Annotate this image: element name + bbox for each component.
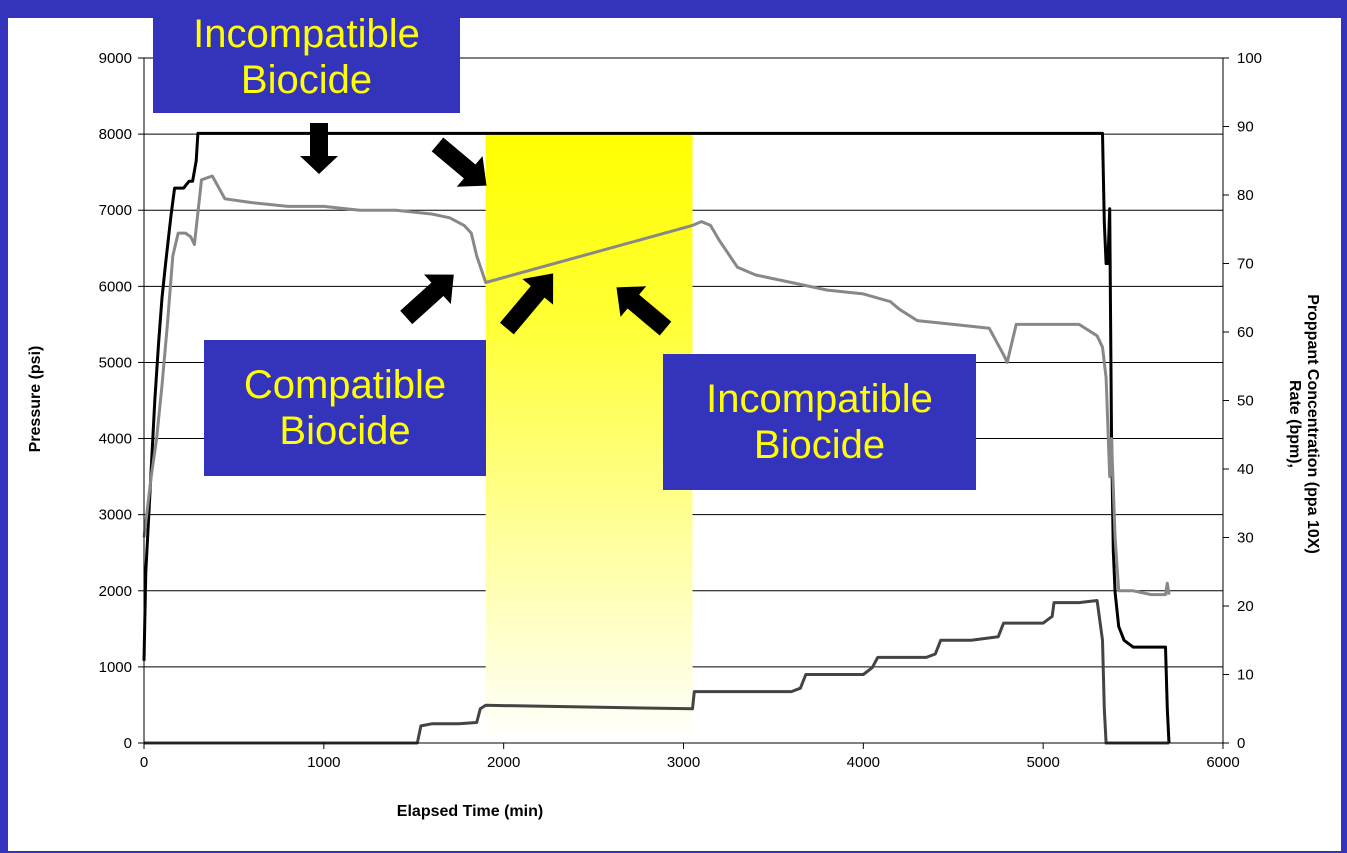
y-left-tick-label: 2000 xyxy=(99,583,132,600)
highlight-region xyxy=(485,133,693,744)
arrow-down-right-icon xyxy=(431,137,487,187)
callout-left-line2: Biocide xyxy=(279,409,411,453)
y-left-tick-label: 7000 xyxy=(99,202,132,219)
x-tick-label: 6000 xyxy=(1206,754,1239,771)
x-tick-label: 5000 xyxy=(1026,754,1059,771)
y-left-tick-label: 4000 xyxy=(99,431,132,448)
x-axis-label: Elapsed Time (min) xyxy=(397,803,543,820)
x-tick-label: 1000 xyxy=(307,754,340,771)
y-left-tick-label: 8000 xyxy=(99,126,132,143)
annotation-arrows xyxy=(300,123,672,336)
arrow-up-right-center-icon xyxy=(499,273,554,335)
arrow-up-left-icon xyxy=(616,286,672,336)
x-tick-label: 0 xyxy=(140,754,148,771)
y-right-tick-label: 10 xyxy=(1237,667,1254,684)
y-right-tick-label: 80 xyxy=(1237,187,1254,204)
y-right-axis-label-line2: Proppant Concentration (ppa 10X) xyxy=(1304,294,1321,554)
y-right-tick-label: 40 xyxy=(1237,461,1254,478)
callout-top-line1: Incompatible xyxy=(193,11,420,56)
y-left-tick-label: 6000 xyxy=(99,278,132,295)
y-right-tick-label: 100 xyxy=(1237,50,1262,67)
y-left-tick-label: 1000 xyxy=(99,659,132,676)
arrow-down-icon xyxy=(300,123,338,174)
y-left-tick-label: 3000 xyxy=(99,507,132,524)
callout-right-line1: Incompatible xyxy=(706,377,933,421)
series-line-3 xyxy=(144,599,1169,745)
series-line-2 xyxy=(142,174,1171,597)
callout-incompatible-biocide-top: Incompatible Biocide xyxy=(153,0,460,113)
y-left-axis-label: Pressure (psi) xyxy=(27,346,44,453)
y-right-axis-label-line1: Rate (bpm), xyxy=(1286,380,1303,468)
y-right-tick-label: 50 xyxy=(1237,393,1254,410)
y-left-tick-label: 0 xyxy=(124,735,132,752)
callout-compatible-biocide: Compatible Biocide xyxy=(204,340,486,476)
y-right-tick-label: 60 xyxy=(1237,324,1254,341)
x-tick-label: 2000 xyxy=(487,754,520,771)
x-tick-label: 4000 xyxy=(847,754,880,771)
y-right-tick-label: 20 xyxy=(1237,598,1254,615)
chart-frame: 0 1000 2000 3000 4000 5000 6000 0 1000 2000 3000 40… xyxy=(8,0,1341,851)
callout-top-line2: Biocide xyxy=(240,57,373,102)
chart-svg: 0 1000 2000 3000 4000 5000 6000010002000300040… xyxy=(27,50,1321,820)
series-line-1 xyxy=(142,131,1171,744)
callout-left-line1: Compatible xyxy=(243,363,447,407)
callout-right-line2: Biocide xyxy=(753,423,886,467)
x-tick-label: 3000 xyxy=(667,754,700,771)
y-right-tick-label: 0 xyxy=(1237,735,1245,752)
callout-incompatible-biocide-right: Incompatible Biocide xyxy=(663,354,976,490)
y-right-tick-label: 90 xyxy=(1237,119,1254,136)
arrow-up-right-left-icon xyxy=(400,274,454,325)
y-right-tick-label: 70 xyxy=(1237,256,1254,273)
y-left-tick-label: 9000 xyxy=(99,50,132,67)
y-left-tick-label: 5000 xyxy=(99,354,132,371)
y-right-tick-label: 30 xyxy=(1237,530,1254,547)
